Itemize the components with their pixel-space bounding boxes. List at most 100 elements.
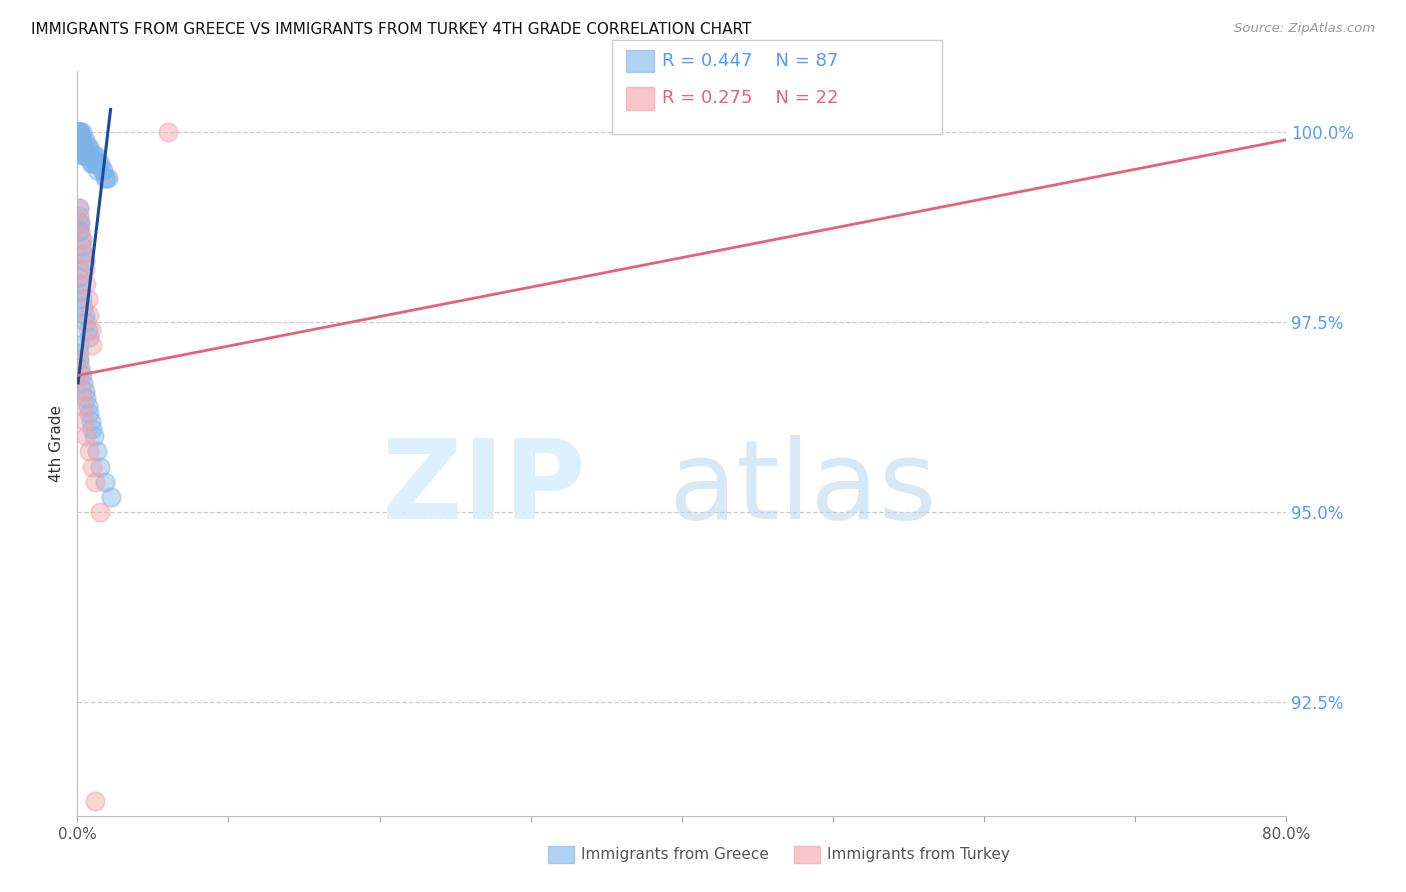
Point: [82, 155, 104, 169]
Point: [70, 239, 93, 253]
Point: [72, 148, 94, 162]
Point: [89, 155, 111, 169]
Point: [79, 308, 101, 322]
Point: [72, 246, 94, 260]
Point: [69, 277, 91, 292]
Point: [72, 246, 94, 260]
Point: [89, 505, 111, 519]
Point: [84, 475, 107, 489]
Point: [83, 429, 105, 443]
Text: IMMIGRANTS FROM GREECE VS IMMIGRANTS FROM TURKEY 4TH GRADE CORRELATION CHART: IMMIGRANTS FROM GREECE VS IMMIGRANTS FRO…: [31, 22, 751, 37]
Text: Source: ZipAtlas.com: Source: ZipAtlas.com: [1234, 22, 1375, 36]
Point: [70, 231, 93, 245]
Point: [80, 148, 103, 162]
Point: [70, 140, 93, 154]
Point: [70, 384, 93, 398]
Point: [70, 231, 93, 245]
Point: [73, 254, 96, 268]
Point: [73, 414, 96, 428]
Point: [69, 133, 91, 147]
Point: [75, 391, 97, 405]
Text: ZIP: ZIP: [382, 435, 585, 542]
Point: [72, 133, 94, 147]
Point: [67, 353, 90, 368]
Point: [67, 125, 90, 139]
Point: [73, 133, 96, 147]
Point: [82, 338, 104, 352]
Point: [87, 155, 110, 169]
Point: [69, 125, 91, 139]
Point: [82, 148, 104, 162]
Point: [69, 224, 91, 238]
Point: [72, 140, 94, 154]
Point: [67, 125, 90, 139]
Point: [70, 293, 93, 307]
Point: [75, 277, 97, 292]
Point: [84, 794, 107, 808]
Point: [67, 345, 90, 359]
Point: [73, 384, 96, 398]
Point: [75, 140, 97, 154]
Point: [67, 133, 90, 147]
Point: [73, 148, 96, 162]
Point: [79, 444, 101, 458]
Y-axis label: 4th Grade: 4th Grade: [49, 405, 65, 483]
Point: [77, 399, 100, 413]
Point: [77, 293, 100, 307]
Point: [67, 224, 90, 238]
Point: [79, 140, 101, 154]
Point: [73, 308, 96, 322]
Point: [84, 148, 107, 162]
Point: [80, 323, 103, 337]
Point: [67, 125, 90, 139]
Point: [67, 125, 90, 139]
Point: [67, 201, 90, 215]
Point: [77, 323, 100, 337]
Text: R = 0.447    N = 87: R = 0.447 N = 87: [662, 52, 838, 70]
Point: [67, 133, 90, 147]
Point: [75, 315, 97, 329]
Point: [70, 148, 93, 162]
Point: [157, 125, 180, 139]
Point: [72, 376, 94, 390]
Point: [67, 269, 90, 284]
Point: [69, 216, 91, 230]
Point: [93, 475, 115, 489]
Text: R = 0.275    N = 22: R = 0.275 N = 22: [662, 89, 839, 107]
Point: [80, 414, 103, 428]
Point: [73, 262, 96, 277]
Point: [75, 148, 97, 162]
Text: Immigrants from Turkey: Immigrants from Turkey: [827, 847, 1010, 862]
Point: [70, 140, 93, 154]
Point: [70, 125, 93, 139]
Point: [82, 421, 104, 435]
Point: [70, 133, 93, 147]
Point: [69, 368, 91, 383]
Point: [91, 163, 114, 178]
Point: [79, 406, 101, 420]
Point: [90, 163, 112, 178]
Point: [67, 209, 90, 223]
Point: [69, 140, 91, 154]
Point: [86, 155, 108, 169]
Point: [96, 170, 118, 185]
Point: [77, 140, 100, 154]
Point: [69, 140, 91, 154]
Point: [77, 148, 100, 162]
Point: [67, 262, 90, 277]
Point: [94, 170, 117, 185]
Point: [79, 148, 101, 162]
Point: [83, 155, 105, 169]
Point: [69, 216, 91, 230]
Point: [100, 490, 122, 504]
Point: [69, 125, 91, 139]
Point: [86, 444, 108, 458]
Point: [86, 163, 108, 178]
Point: [72, 300, 94, 314]
Point: [67, 133, 90, 147]
Point: [93, 170, 115, 185]
Point: [70, 368, 93, 383]
Point: [79, 330, 101, 344]
Point: [69, 360, 91, 375]
Point: [72, 399, 94, 413]
